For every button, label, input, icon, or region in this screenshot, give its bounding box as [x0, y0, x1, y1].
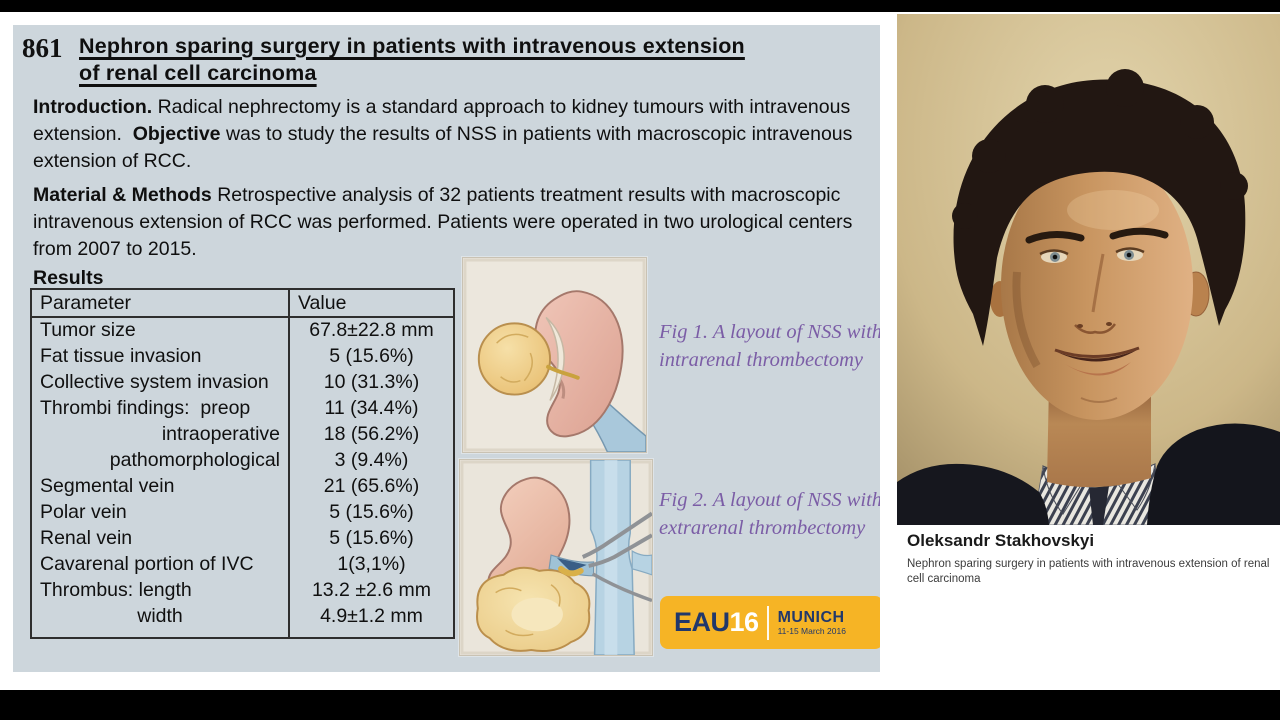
poster-slide: 861 Nephron sparing surgery in patients …: [13, 25, 880, 672]
logo-divider: [766, 605, 769, 640]
table-row: Tumor size 67.8±22.8 mm: [31, 317, 454, 343]
eau-year-text: 16: [729, 607, 760, 637]
value-cell: 1(3,1%): [337, 552, 406, 575]
thrombus-vein: [546, 364, 580, 380]
value-cell: 18 (56.2%): [323, 422, 420, 445]
parameter-cell: Renal vein: [31, 525, 290, 551]
table-row: Polar vein 5 (15.6%): [31, 499, 454, 525]
eau-city-text: MUNICH: [777, 609, 845, 626]
methods-label: Material & Methods: [33, 184, 212, 206]
table-row: Renal vein 5 (15.6%): [31, 525, 454, 551]
value-cell: 67.8±22.8 mm: [309, 319, 434, 341]
jacket-left: [897, 463, 1049, 525]
figure2-kidney-illustration: [459, 459, 653, 656]
table-row: Cavarenal portion of IVC 1(3,1%): [31, 551, 454, 577]
figure1-caption: Fig 1. A layout of NSS with intrarenal t…: [659, 321, 880, 371]
jacket-right: [1147, 423, 1280, 525]
methods-paragraph: Material & Methods Retrospective analysi…: [33, 182, 862, 263]
results-table-body: Tumor size 67.8±22.8 mm Fat tissue invasio…: [31, 317, 454, 638]
introduction-label: Introduction.: [33, 96, 153, 118]
figure2-caption: Fig 2. A layout of NSS with extrarenal t…: [659, 489, 880, 539]
parameter-cell: Tumor size: [31, 317, 290, 343]
value-cell: 5 (15.6%): [329, 526, 414, 549]
figure1-kidney-illustration: [462, 257, 647, 453]
table-row: Thrombi findings: preop 11 (34.4%): [31, 395, 454, 421]
hair: [953, 79, 1246, 346]
parameter-header: Parameter: [31, 289, 290, 318]
speaker-talk-title: Nephron sparing surgery in patients with…: [907, 558, 1270, 585]
value-cell: 4.9±1.2 mm: [320, 604, 423, 627]
parameter-cell: intraoperative: [31, 421, 290, 447]
slide-title-line1: Nephron sparing surgery in patients with…: [79, 34, 745, 58]
introduction-text: Radical nephrectomy is a standard approa…: [33, 96, 856, 145]
introduction-paragraph: Introduction. Radical nephrectomy is a s…: [33, 94, 862, 175]
eau-dates-text: 11-15 March 2016: [777, 626, 846, 636]
surgical-instruments: [581, 511, 652, 603]
results-table: Parameter Value Tumor size 67.8±22.8 mm Fa…: [30, 288, 455, 639]
speaker-name: Oleksandr Stakhovskyi: [907, 531, 1095, 550]
speaker-photo: [897, 14, 1280, 525]
parameter-cell: width: [31, 603, 290, 629]
objective-text: was to study the results of NSS in patie…: [33, 123, 858, 172]
value-header: Value: [289, 289, 454, 318]
table-row: Segmental vein 21 (65.6%): [31, 473, 454, 499]
table-row: intraoperative 18 (56.2%): [31, 421, 454, 447]
table-row: Collective system invasion 10 (31.3%): [31, 369, 454, 395]
value-cell: 5 (15.6%): [329, 500, 414, 523]
value-cell: 5 (15.6%): [329, 344, 414, 367]
bottom-letterbox-bar: [0, 690, 1280, 720]
eyebrows: [1025, 227, 1169, 244]
nose: [1091, 253, 1105, 313]
eyes: [1039, 247, 1145, 263]
tumor: [477, 322, 552, 396]
kidney-shape: [534, 290, 624, 438]
value-cell: 10 (31.3%): [323, 370, 420, 393]
abstract-number: 861: [22, 33, 63, 63]
parameter-cell: Thrombi findings: preop: [31, 395, 290, 421]
results-heading: Results: [33, 267, 104, 289]
slide-title-line2: of renal cell carcinoma: [79, 61, 317, 85]
top-letterbox-bar: [0, 0, 1280, 12]
parameter-cell: Thrombus: length: [31, 577, 290, 603]
parameter-cell: Collective system invasion: [31, 369, 290, 395]
content-area: 861 Nephron sparing surgery in patients …: [0, 12, 1280, 690]
parameter-cell: pathomorphological: [31, 447, 290, 473]
parameter-cell: Fat tissue invasion: [31, 343, 290, 369]
value-cell: 13.2 ±2.6 mm: [311, 578, 432, 601]
table-row: width 4.9±1.2 mm: [31, 603, 454, 629]
table-spacer-row: [31, 629, 454, 638]
methods-text: Retrospective analysis of 32 patients tr…: [33, 184, 858, 260]
value-cell: 11 (34.4%): [324, 396, 419, 419]
table-row: Thrombus: length 13.2 ±2.6 mm: [31, 577, 454, 603]
parameter-cell: Segmental vein: [31, 473, 290, 499]
mouth: [1054, 346, 1140, 403]
capsule-flap: [545, 316, 565, 401]
objective-label: Objective: [132, 123, 221, 145]
value-cell: 21 (65.6%): [323, 474, 420, 497]
parameter-cell: Cavarenal portion of IVC: [31, 551, 290, 577]
table-header-row: Parameter Value: [31, 289, 454, 318]
table-row: Fat tissue invasion 5 (15.6%): [31, 343, 454, 369]
slide-header: 861 Nephron sparing surgery in patients …: [13, 33, 880, 87]
parameter-cell: Polar vein: [31, 499, 290, 525]
eau16-munich-logo: EAU 16 MUNICH 11-15 March 2016: [660, 596, 880, 649]
value-cell: 3 (9.4%): [334, 448, 409, 471]
eau-brand-text: EAU: [674, 607, 730, 637]
table-row: pathomorphological 3 (9.4%): [31, 447, 454, 473]
thrombus: [557, 565, 584, 577]
slide-title: Nephron sparing surgery in patients with…: [79, 33, 745, 87]
